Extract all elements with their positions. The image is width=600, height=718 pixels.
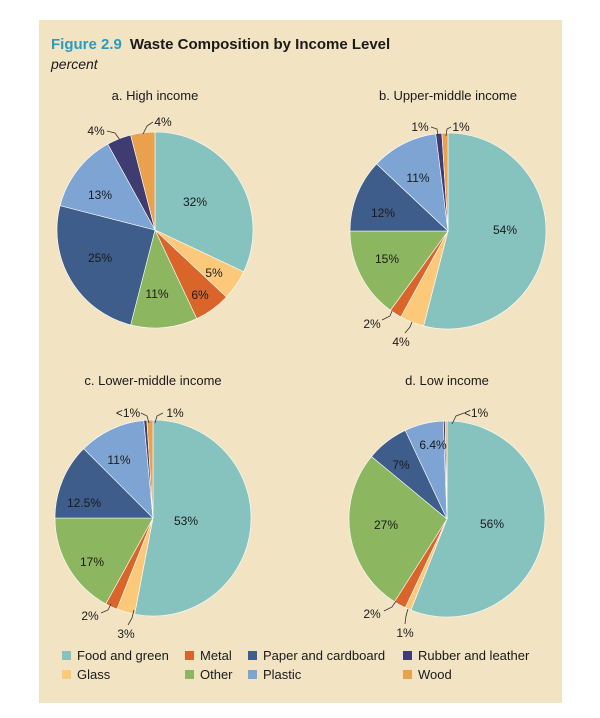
pie-slice-paper-and-cardboard: [349, 163, 449, 232]
pie-slice-food-and-green: [423, 132, 547, 330]
legend-item-wood: Wood: [403, 667, 452, 682]
pie-label-leader: [100, 603, 112, 614]
pie-data-label-paper-and-cardboard: 12%: [371, 206, 395, 220]
pie-data-label-wood: 1%: [166, 406, 184, 420]
legend-label: Food and green: [77, 648, 169, 663]
legend-label: Plastic: [263, 667, 302, 682]
legend-label: Other: [200, 667, 233, 682]
pie-label-leader: [445, 126, 452, 137]
pie-chart-title: a. High income: [112, 88, 199, 103]
legend-swatch-wood: [403, 670, 412, 679]
pie-data-label-glass: 5%: [205, 266, 223, 280]
pie-chart-2: b. Upper-middle income 54% 4% 2% 15% 12% 11% 1%…: [349, 88, 547, 349]
pie-label-leader: [430, 126, 439, 137]
legend-item-other: Other: [185, 667, 233, 682]
pie-data-label-plastic: 13%: [88, 188, 112, 202]
figure-title: Waste Composition by Income Level: [129, 36, 391, 53]
pie-data-label-other: 27%: [374, 518, 398, 532]
figure-header: Figure 2.9 Waste Composition by Income Le…: [51, 36, 390, 54]
pie-label-leader: [383, 600, 397, 612]
pie-data-label-glass: 1%: [396, 626, 414, 640]
pie-slice-other: [130, 229, 198, 329]
pie-label-leader: [142, 121, 154, 135]
pie-chart-4: d. Low income 56% 1% 2% 27% 7% 6.4% <1%: [348, 373, 546, 640]
pie-slice-other: [348, 456, 448, 603]
legend-swatch-rubber: [403, 651, 412, 660]
legend-item-metal: Metal: [185, 648, 232, 663]
legend-swatch-plastic: [248, 670, 257, 679]
legend-item-glass: Glass: [62, 667, 110, 682]
pie-data-label-metal: 6%: [191, 288, 209, 302]
pie-data-label-paper-and-cardboard: 25%: [88, 251, 112, 265]
legend-label: Rubber and leather: [418, 648, 530, 663]
pie-data-label-plastic: 11%: [107, 453, 130, 467]
pie-data-label-rubber-and-leather: 4%: [87, 124, 105, 138]
pie-data-label-metal: 2%: [363, 317, 381, 331]
pie-data-label-metal: 2%: [363, 607, 381, 621]
pie-slice-wood: [130, 131, 156, 231]
pie-slice-wood: [146, 419, 154, 519]
pie-label-leader: [154, 412, 164, 424]
legend-swatch-glass: [62, 670, 71, 679]
pie-data-label-rubber-and-leather: <1%: [116, 406, 141, 420]
pie-label-leader: [404, 608, 409, 625]
pie-slice-other: [349, 230, 449, 311]
legend-item-rubber: Rubber and leather: [403, 648, 529, 663]
pie-chart-title: b. Upper-middle income: [379, 88, 517, 103]
legend-label: Metal: [200, 648, 232, 663]
pie-slice-wood: [444, 420, 448, 520]
pie-data-label-food-and-green: 32%: [183, 195, 207, 209]
pie-chart-title: c. Lower-middle income: [84, 373, 221, 388]
legend-swatch-other: [185, 670, 194, 679]
pie-data-label-plastic: 6.4%: [419, 438, 447, 452]
pie-label-leader: [127, 609, 135, 626]
pie-slice-plastic: [59, 143, 156, 231]
legend-item-paper: Paper and cardboard: [248, 648, 385, 663]
pie-data-label-glass: 3%: [117, 627, 135, 641]
pie-slice-food-and-green: [410, 420, 546, 618]
pie-data-label-food-and-green: 53%: [174, 514, 198, 528]
pie-label-leader: [404, 321, 413, 334]
legend-swatch-metal: [185, 651, 194, 660]
pie-data-label-food-and-green: 54%: [493, 223, 517, 237]
legend-swatch-paper: [248, 651, 257, 660]
figure-number: Figure 2.9: [51, 36, 122, 53]
pie-label-leader: [106, 130, 121, 141]
pie-data-label-wood: 1%: [452, 120, 470, 134]
pie-chart-3: c. Lower-middle income 53% 3% 2% 17% 12.5% 11%…: [54, 373, 252, 641]
pie-chart-1: a. High income 32% 5% 6% 11% 25% 13% 4% 4%: [56, 88, 254, 329]
pie-data-label-food-and-green: 56%: [480, 517, 504, 531]
pie-data-label-other: 15%: [375, 252, 399, 266]
pie-data-label-wood: 4%: [154, 115, 172, 129]
pie-slice-food-and-green: [154, 131, 254, 273]
pie-slice-plastic: [83, 420, 154, 519]
legend-label: Paper and cardboard: [263, 648, 386, 663]
pie-data-label-rubber-and-leather: <1%: [464, 406, 489, 420]
pie-data-label-paper-and-cardboard: 12.5%: [67, 496, 101, 510]
pie-label-leader: [451, 412, 465, 425]
legend-swatch-food: [62, 651, 71, 660]
legend-label: Wood: [418, 667, 452, 682]
pie-data-label-metal: 2%: [81, 609, 99, 623]
pie-slice-other: [54, 517, 154, 605]
pie-slice-wood: [441, 132, 449, 232]
pie-slice-paper-and-cardboard: [56, 205, 156, 326]
pie-data-label-paper-and-cardboard: 7%: [392, 458, 410, 472]
legend-item-food: Food and green: [62, 648, 169, 663]
pie-data-label-other: 17%: [80, 555, 104, 569]
pie-label-leader: [381, 310, 393, 321]
pie-slice-paper-and-cardboard: [54, 448, 154, 519]
figure-subtitle: percent: [51, 56, 98, 72]
pie-data-label-glass: 4%: [392, 335, 410, 349]
pie-slice-plastic: [376, 133, 449, 232]
pie-slice-food-and-green: [134, 419, 252, 617]
pie-data-label-plastic: 11%: [406, 171, 429, 185]
pie-label-leader: [140, 412, 150, 424]
pie-data-label-rubber-and-leather: 1%: [411, 120, 429, 134]
legend-label: Glass: [77, 667, 111, 682]
legend-item-plastic: Plastic: [248, 667, 301, 682]
pie-chart-title: d. Low income: [405, 373, 489, 388]
pie-data-label-other: 11%: [145, 287, 168, 301]
